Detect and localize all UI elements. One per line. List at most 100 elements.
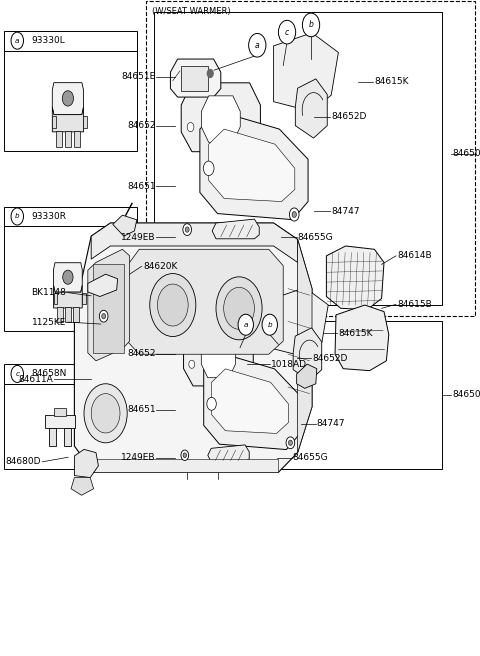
Circle shape (183, 453, 187, 458)
Text: a: a (255, 41, 260, 50)
Circle shape (11, 365, 24, 382)
Text: 84680D: 84680D (5, 457, 41, 466)
Bar (82, 293, 86, 304)
Circle shape (150, 274, 196, 337)
Text: 93330R: 93330R (32, 212, 67, 221)
Circle shape (207, 70, 213, 77)
Text: BK1148: BK1148 (31, 288, 66, 297)
Circle shape (84, 384, 127, 443)
Circle shape (181, 450, 189, 461)
Text: 1125KE: 1125KE (32, 318, 66, 327)
Polygon shape (212, 369, 288, 434)
Polygon shape (298, 239, 312, 453)
Bar (93, 264, 124, 353)
Circle shape (63, 270, 73, 284)
Circle shape (187, 123, 194, 132)
Polygon shape (127, 249, 283, 354)
Polygon shape (52, 107, 84, 132)
Text: 84747: 84747 (331, 207, 360, 216)
Circle shape (302, 13, 320, 37)
Bar (4, 364, 137, 384)
Text: 84651: 84651 (127, 182, 156, 191)
Bar (65, 131, 71, 147)
Text: 84747: 84747 (317, 419, 345, 428)
Text: 84614B: 84614B (397, 251, 432, 260)
Bar (73, 307, 79, 321)
Circle shape (288, 440, 292, 445)
Circle shape (216, 277, 262, 340)
Polygon shape (271, 287, 328, 357)
Polygon shape (88, 249, 130, 361)
Bar (57, 307, 63, 321)
Polygon shape (201, 337, 236, 378)
Circle shape (224, 287, 254, 329)
Text: 84650D: 84650D (452, 149, 480, 158)
Polygon shape (74, 449, 98, 478)
Bar (52, 115, 56, 128)
Text: 84652: 84652 (127, 121, 156, 131)
Polygon shape (54, 263, 82, 292)
Bar (146, 321, 442, 469)
Text: 84615K: 84615K (338, 329, 373, 338)
Circle shape (99, 310, 108, 322)
Bar (65, 307, 71, 321)
Text: 84658N: 84658N (32, 369, 67, 379)
Text: 1018AD: 1018AD (271, 359, 307, 369)
Polygon shape (208, 445, 249, 462)
Text: b: b (267, 321, 272, 328)
Bar (4, 31, 137, 51)
Bar (181, 66, 208, 91)
Text: 1249EB: 1249EB (121, 453, 156, 462)
Polygon shape (91, 223, 298, 262)
Bar (54, 409, 66, 417)
Bar (4, 207, 137, 226)
Text: 84615B: 84615B (397, 300, 432, 309)
Circle shape (157, 284, 188, 326)
Polygon shape (52, 83, 84, 115)
Polygon shape (335, 305, 389, 371)
Text: 84651: 84651 (127, 405, 156, 415)
Circle shape (286, 437, 295, 449)
Bar (56, 131, 62, 147)
Bar (73, 131, 80, 147)
Text: 84655G: 84655G (293, 453, 328, 462)
Text: 84620K: 84620K (143, 262, 178, 271)
Bar (4, 384, 137, 469)
Polygon shape (170, 59, 221, 97)
Polygon shape (113, 215, 137, 236)
Bar (4, 226, 137, 331)
Circle shape (183, 224, 192, 236)
Bar (4, 51, 137, 151)
Circle shape (102, 314, 106, 319)
Polygon shape (204, 353, 300, 449)
Text: 84615K: 84615K (374, 77, 409, 87)
Bar (64, 428, 71, 446)
Polygon shape (209, 129, 295, 201)
Circle shape (278, 20, 296, 44)
Bar (84, 115, 87, 128)
Polygon shape (297, 364, 317, 388)
Polygon shape (326, 246, 384, 310)
Circle shape (207, 398, 216, 410)
Circle shape (62, 91, 73, 106)
Bar (146, 1, 475, 316)
Text: 84652D: 84652D (312, 354, 348, 363)
Polygon shape (74, 223, 312, 472)
Polygon shape (88, 274, 118, 297)
Bar (45, 415, 75, 428)
Text: b: b (15, 213, 20, 220)
Text: b: b (309, 20, 313, 30)
Text: 93330L: 93330L (32, 36, 65, 45)
Circle shape (11, 32, 24, 49)
Polygon shape (181, 83, 260, 152)
Bar (154, 12, 442, 305)
Text: 84611A: 84611A (18, 375, 53, 384)
Circle shape (189, 360, 195, 368)
Text: a: a (15, 37, 20, 44)
Polygon shape (293, 328, 322, 380)
Polygon shape (202, 96, 240, 142)
Circle shape (204, 161, 214, 176)
Circle shape (238, 314, 253, 335)
Text: 84655G: 84655G (298, 233, 333, 242)
Circle shape (262, 314, 277, 335)
